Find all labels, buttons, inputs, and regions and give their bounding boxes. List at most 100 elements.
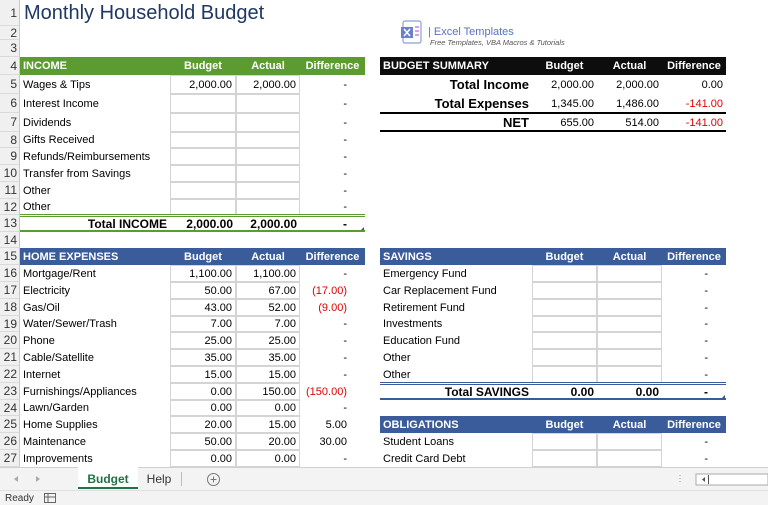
value-cell: 30.00 [319, 435, 347, 448]
active-tab[interactable] [78, 467, 138, 489]
input-cell[interactable] [597, 450, 662, 467]
input-cell[interactable] [532, 316, 597, 332]
value-cell[interactable]: 1,486.00 [616, 97, 659, 110]
label-cell: Total Expenses [434, 96, 529, 111]
input-cell[interactable] [597, 349, 662, 366]
column-header: Difference [667, 60, 721, 72]
input-cell[interactable] [170, 165, 236, 182]
value-cell: - [343, 134, 347, 146]
input-cell[interactable] [532, 349, 597, 366]
input-cell[interactable] [532, 433, 597, 450]
input-cell[interactable] [170, 148, 236, 165]
input-cell[interactable] [597, 332, 662, 349]
value-cell[interactable]: 0.00 [236, 400, 300, 416]
input-cell[interactable] [532, 265, 597, 282]
value-cell: - [343, 334, 347, 347]
value-cell[interactable]: 25.00 [236, 332, 300, 349]
row-header: 25 [0, 416, 20, 433]
row-header: 15 [0, 248, 20, 265]
input-cell[interactable] [236, 182, 300, 199]
label-cell: Car Replacement Fund [383, 284, 497, 297]
value-cell[interactable]: 150.00 [236, 383, 300, 400]
value-cell[interactable]: 35.00 [170, 349, 236, 366]
value-cell[interactable]: 15.00 [170, 366, 236, 383]
input-cell[interactable] [597, 366, 662, 383]
table-header-bg [20, 248, 365, 265]
input-cell[interactable] [532, 366, 597, 383]
value-cell[interactable]: 1,100.00 [236, 265, 300, 282]
add-sheet-button[interactable] [206, 472, 221, 487]
value-cell: 0.00 [701, 78, 723, 91]
input-cell[interactable] [597, 316, 662, 332]
value-cell: - [704, 267, 708, 280]
value-cell[interactable]: 67.00 [236, 282, 300, 299]
row-header: 4 [0, 57, 20, 75]
value-cell[interactable]: 0.00 [635, 384, 659, 399]
horizontal-scrollbar[interactable] [676, 473, 768, 486]
input-cell[interactable] [170, 113, 236, 132]
input-cell[interactable] [236, 199, 300, 215]
input-cell[interactable] [236, 148, 300, 165]
value-cell[interactable]: 2,000.00 [250, 216, 297, 231]
input-cell[interactable] [532, 450, 597, 467]
value-cell[interactable]: 1,100.00 [170, 265, 236, 282]
value-cell[interactable]: 2,000.00 [551, 78, 594, 91]
value-cell[interactable]: 2,000.00 [186, 216, 233, 231]
tab-scroll-arrows[interactable] [12, 474, 42, 484]
value-cell[interactable]: 0.00 [170, 450, 236, 467]
value-cell[interactable]: 35.00 [236, 349, 300, 366]
input-cell[interactable] [236, 113, 300, 132]
value-cell[interactable]: 2,000.00 [236, 75, 300, 94]
row-header: 16 [0, 265, 20, 282]
sheet-tab[interactable]: Help [146, 471, 172, 486]
table-header-bg [20, 57, 365, 75]
column-header: Difference [305, 250, 360, 263]
value-cell: - [343, 368, 347, 381]
table-header-bg [380, 416, 726, 433]
input-cell[interactable] [597, 433, 662, 450]
value-cell: 5.00 [325, 418, 347, 431]
value-cell[interactable]: 7.00 [236, 316, 300, 332]
value-cell: - [343, 402, 347, 414]
value-cell[interactable]: 15.00 [236, 416, 300, 433]
input-cell[interactable] [170, 199, 236, 215]
value-cell[interactable]: 514.00 [625, 116, 659, 129]
sheet-tab[interactable]: Budget [87, 471, 129, 486]
value-cell[interactable]: 50.00 [170, 433, 236, 450]
value-cell: - [704, 334, 708, 347]
input-cell[interactable] [597, 299, 662, 316]
input-cell[interactable] [236, 165, 300, 182]
value-cell[interactable]: 52.00 [236, 299, 300, 316]
value-cell[interactable]: 2,000.00 [616, 78, 659, 91]
value-cell[interactable]: 655.00 [560, 116, 594, 129]
value-cell[interactable]: 0.00 [570, 384, 594, 399]
value-cell[interactable]: 43.00 [170, 299, 236, 316]
row-header: 26 [0, 433, 20, 450]
input-cell[interactable] [170, 94, 236, 113]
row-header: 8 [0, 132, 20, 148]
value-cell[interactable]: 50.00 [170, 282, 236, 299]
input-cell[interactable] [532, 299, 597, 316]
input-cell[interactable] [170, 182, 236, 199]
value-cell[interactable]: 25.00 [170, 332, 236, 349]
input-cell[interactable] [532, 332, 597, 349]
value-cell[interactable]: 2,000.00 [170, 75, 236, 94]
input-cell[interactable] [597, 265, 662, 282]
value-cell[interactable]: 20.00 [170, 416, 236, 433]
value-cell[interactable]: 1,345.00 [551, 97, 594, 110]
value-cell: - [343, 78, 347, 91]
value-cell[interactable]: 0.00 [170, 400, 236, 416]
value-cell[interactable]: 15.00 [236, 366, 300, 383]
input-cell[interactable] [236, 94, 300, 113]
logo-name: | Excel Templates [428, 26, 514, 38]
column-header: Actual [251, 250, 285, 263]
input-cell[interactable] [532, 282, 597, 299]
input-cell[interactable] [236, 132, 300, 148]
value-cell[interactable]: 0.00 [170, 383, 236, 400]
input-cell[interactable] [170, 132, 236, 148]
value-cell[interactable]: 7.00 [170, 316, 236, 332]
input-cell[interactable] [597, 282, 662, 299]
value-cell[interactable]: 0.00 [236, 450, 300, 467]
value-cell[interactable]: 20.00 [236, 433, 300, 450]
